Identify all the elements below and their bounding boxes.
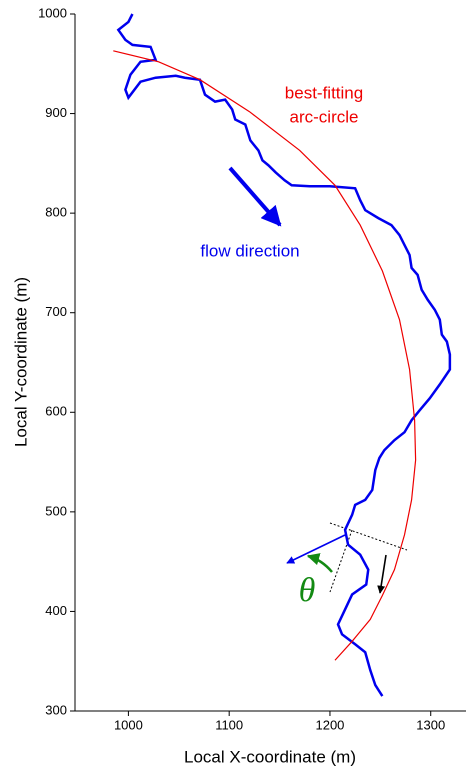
y-tick-label: 1000 [38,5,67,20]
x-axis-title: Local X-coordinate (m) [184,747,356,766]
dotted-line [329,522,408,551]
flow-arrow [228,166,282,227]
y-tick-label: 500 [45,503,67,518]
y-tick-label: 400 [45,603,67,618]
arc-tangent-arrow [377,554,387,594]
y-axis-title: Local Y-coordinate (m) [11,277,30,447]
series-line [113,50,417,661]
annotation: arc-circle [290,107,359,126]
annotation: θ [299,572,316,609]
x-tick-label: 1000 [114,717,143,732]
y-tick-label: 600 [45,404,67,419]
x-tick-label: 1200 [315,717,344,732]
y-tick-label: 700 [45,304,67,319]
y-tick-label: 800 [45,205,67,220]
y-tick-label: 300 [45,702,67,717]
tangent-arrow [286,534,346,564]
angle-arrow [306,553,333,573]
annotation: flow direction [200,241,299,260]
x-tick-label: 1100 [215,717,243,732]
x-tick-label: 1300 [416,717,445,732]
y-tick-label: 900 [45,105,67,120]
annotation: best-fitting [285,83,363,102]
dotted-line [329,529,353,593]
series-line [116,13,452,697]
